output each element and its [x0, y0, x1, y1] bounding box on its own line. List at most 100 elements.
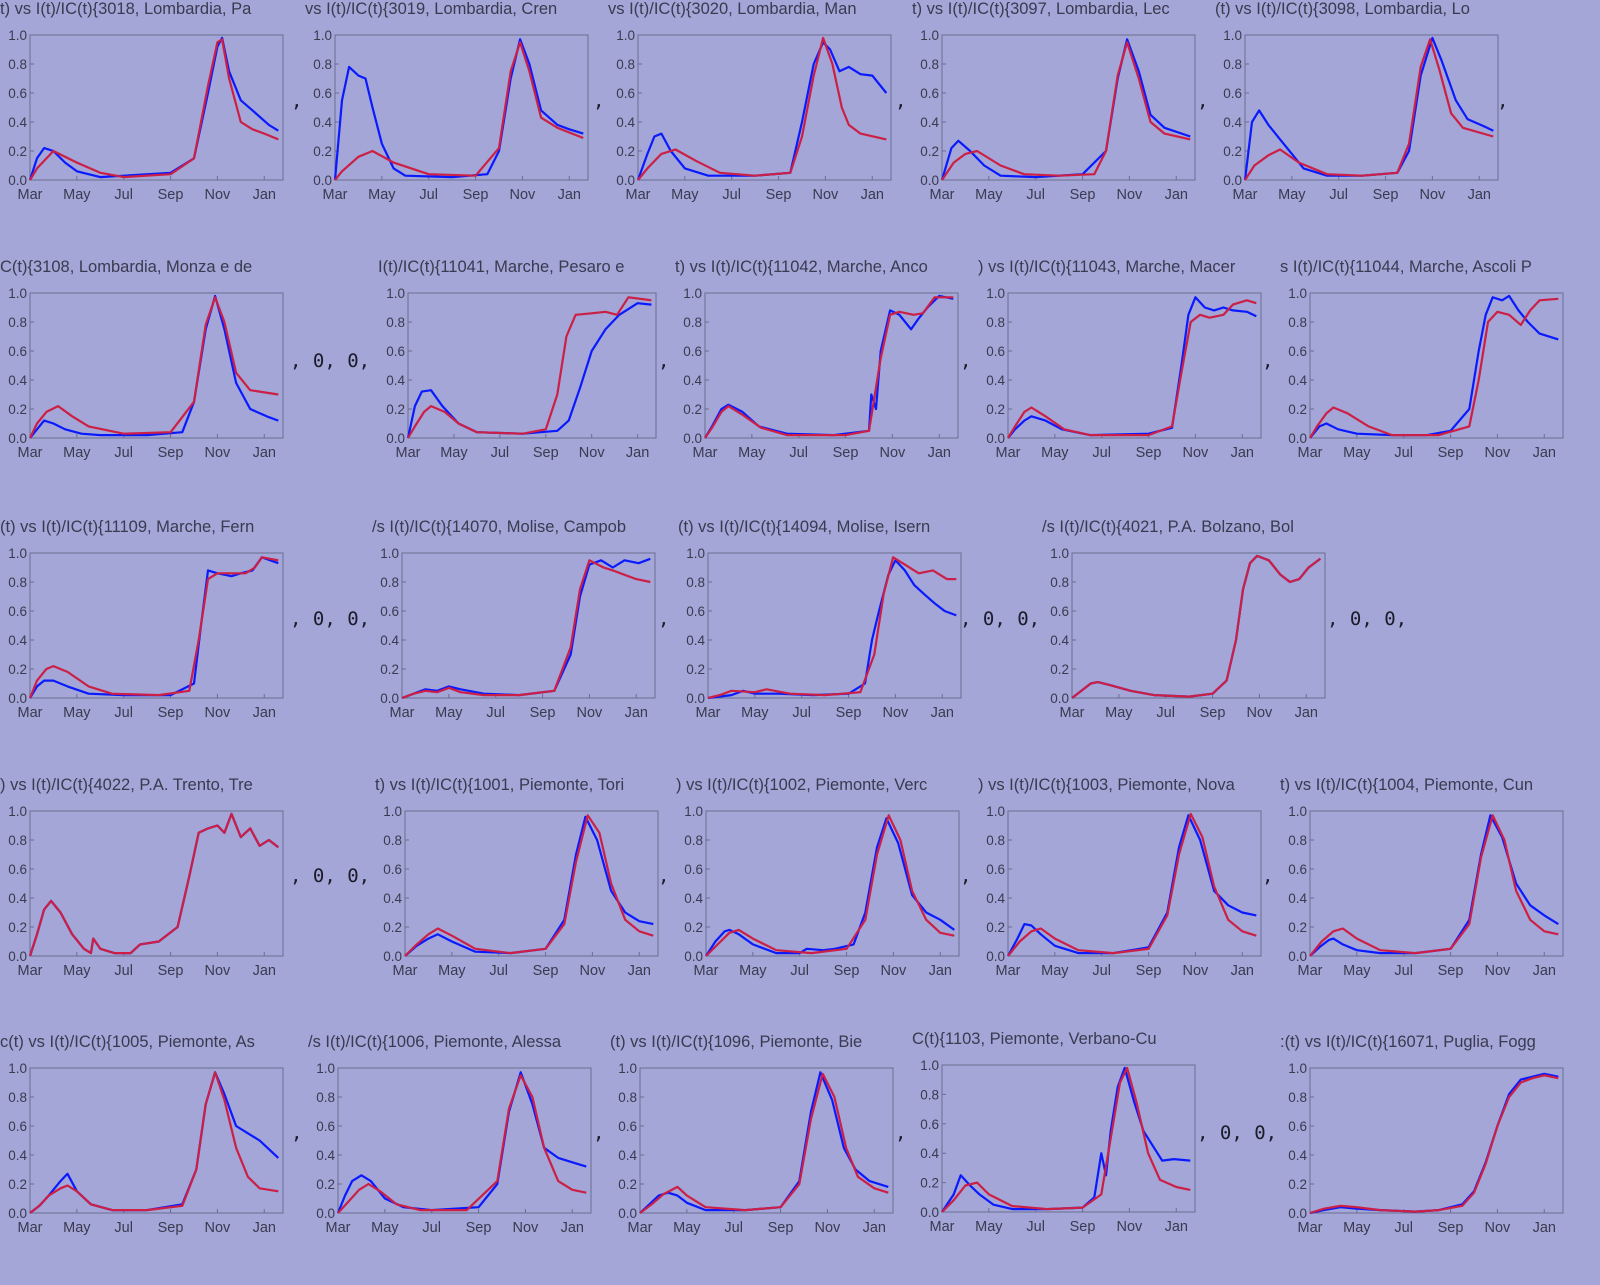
y-tick-label: 0.0 [686, 691, 705, 706]
y-tick-label: 0.6 [1288, 344, 1307, 359]
x-tick-label: Nov [577, 705, 604, 721]
y-tick-label: 0.6 [684, 862, 703, 877]
zeros-separator: , 0, 0, [1197, 1122, 1278, 1144]
blue-series-line [406, 302, 652, 439]
chart-panel-1103: C(t){1103, Piemonte, Verbano-Cu 1.0 0.8 0.… [912, 1030, 1202, 1242]
x-tick-label: Nov [579, 445, 606, 461]
x-tick-label: Jul [114, 1220, 133, 1236]
chart-panel-1001: t) vs I(t)/IC(t){1001, Piemonte, Tori 1.… [375, 776, 665, 986]
chart-panel-14094: (t) vs I(t)/IC(t){14094, Molise, Isern 1… [678, 518, 968, 728]
y-tick-label: 0.6 [920, 86, 939, 101]
comma-separator: , [291, 1122, 303, 1144]
y-tick-label: 0.6 [986, 862, 1005, 877]
plot-frame [29, 810, 284, 957]
y-tick-label: 0.6 [8, 862, 27, 877]
y-tick-label: 0.2 [380, 662, 399, 677]
x-tick-label: Jul [486, 705, 505, 721]
x-tick-label: Sep [1070, 1219, 1096, 1235]
x-tick-label: Jan [1231, 445, 1254, 461]
x-tick-label: Nov [205, 963, 232, 979]
x-tick-label: Mar [18, 1220, 43, 1236]
red-series-line [337, 1074, 587, 1214]
y-tick-label: 1.0 [684, 804, 703, 819]
x-tick-label: Sep [833, 445, 859, 461]
chart-title: (t) vs I(t)/IC(t){3098, Lombardia, Lo [1215, 0, 1470, 18]
y-tick-label: 0.0 [683, 431, 702, 446]
x-tick-label: Sep [158, 445, 184, 461]
chart-panel-1004: t) vs I(t)/IC(t){1004, Piemonte, Cun 1.0… [1280, 776, 1570, 986]
y-tick-label: 0.8 [1288, 315, 1307, 330]
y-tick-label: 0.0 [8, 431, 27, 446]
y-tick-label: 0.2 [386, 402, 405, 417]
red-series-line [1007, 812, 1257, 957]
y-tick-label: 0.6 [618, 1119, 637, 1134]
y-tick-label: 0.2 [1288, 402, 1307, 417]
y-tick-label: 0.4 [686, 633, 705, 648]
plot-frame [1309, 810, 1564, 957]
plot-frame [407, 292, 657, 439]
comma-separator: , [1262, 865, 1274, 887]
y-tick-label: 0.2 [8, 402, 27, 417]
x-tick-label: Nov [1183, 963, 1210, 979]
x-tick-label: Jul [114, 963, 133, 979]
y-tick-label: 0.6 [383, 862, 402, 877]
y-tick-label: 0.4 [316, 1148, 335, 1163]
red-series-line [404, 814, 654, 957]
y-tick-label: 0.4 [986, 373, 1005, 388]
y-tick-label: 0.2 [316, 1177, 335, 1192]
y-tick-label: 0.4 [1288, 1148, 1307, 1163]
x-tick-label: Jul [1394, 963, 1413, 979]
x-tick-label: Sep [463, 187, 489, 203]
x-tick-label: Jan [928, 445, 951, 461]
chart-title: I(t)/IC(t){11041, Marche, Pesaro e [378, 258, 625, 276]
red-series-line [704, 296, 954, 439]
y-tick-label: 0.0 [8, 949, 27, 964]
y-tick-label: 1.0 [683, 286, 702, 301]
x-tick-label: Nov [1485, 963, 1512, 979]
x-tick-label: May [63, 445, 91, 461]
y-tick-label: 0.2 [616, 144, 635, 159]
y-tick-label: 0.8 [8, 315, 27, 330]
plot-frame [941, 1064, 1196, 1213]
red-series-line [1309, 1074, 1559, 1215]
blue-series-line [404, 815, 654, 957]
x-tick-label: Jul [1394, 1220, 1413, 1236]
x-tick-label: Mar [694, 963, 719, 979]
y-tick-label: 0.8 [8, 57, 27, 72]
x-tick-label: Mar [1298, 963, 1323, 979]
x-tick-label: May [1343, 1220, 1371, 1236]
x-tick-label: Nov [205, 445, 232, 461]
chart-title: /s I(t)/IC(t){14070, Molise, Campob [372, 518, 627, 536]
x-tick-label: Mar [693, 445, 718, 461]
y-tick-label: 0.0 [380, 691, 399, 706]
x-tick-label: May [1041, 445, 1069, 461]
x-tick-label: May [1041, 963, 1069, 979]
y-tick-label: 0.0 [986, 949, 1005, 964]
y-tick-label: 0.0 [920, 173, 939, 188]
red-series-line [28, 556, 279, 699]
chart-title: t) vs I(t)/IC(t){3097, Lombardia, Lec [912, 0, 1170, 18]
y-tick-label: 0.4 [616, 115, 635, 130]
x-tick-label: Jul [724, 1220, 743, 1236]
y-tick-label: 0.6 [316, 1119, 335, 1134]
red-series-line [28, 812, 279, 957]
x-tick-label: Jan [1165, 1219, 1188, 1235]
y-tick-label: 0.2 [313, 144, 332, 159]
plot-frame [637, 34, 892, 181]
x-tick-label: Jan [253, 963, 276, 979]
x-tick-label: Jan [1468, 187, 1491, 203]
x-tick-label: Sep [766, 187, 792, 203]
x-tick-label: Nov [1183, 445, 1210, 461]
y-tick-label: 0.8 [316, 1090, 335, 1105]
y-tick-label: 0.2 [684, 920, 703, 935]
x-tick-label: May [738, 445, 766, 461]
x-tick-label: Jul [114, 705, 133, 721]
red-series-line [29, 296, 279, 439]
y-tick-label: 1.0 [313, 28, 332, 43]
